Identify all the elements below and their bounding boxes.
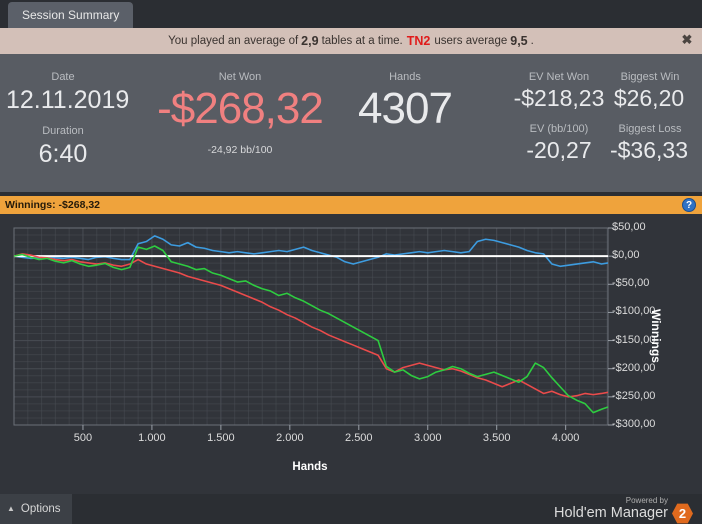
hands-label: Hands — [389, 71, 421, 83]
biggest-loss-label: Biggest Loss — [618, 123, 682, 135]
y-tick-label: -$300,00 — [612, 418, 656, 430]
winnings-title-bar: Winnings: -$268,32 ? — [0, 196, 702, 214]
notice-site-suffix: users average — [434, 35, 508, 47]
x-tick-label: 3.000 — [413, 432, 442, 444]
y-tick-label: -$100,00 — [612, 305, 656, 318]
tab-session-summary[interactable]: Session Summary — [8, 2, 134, 28]
footer-bar: ▲ Options Powered by Hold'em Manager 2 — [0, 494, 702, 524]
tab-bar: Session Summary — [0, 0, 702, 28]
net-won-label: Net Won — [218, 71, 262, 83]
brand-block: Powered by Hold'em Manager 2 — [526, 495, 696, 524]
ev-net-won-value: -$218,23 — [513, 85, 605, 111]
notice-tables-average: 2,9 — [301, 34, 319, 48]
stats-panel: Date 12.11.2019 Duration 6:40 Net Won -$… — [0, 54, 702, 192]
y-tick-label: $50,00 — [612, 221, 646, 233]
options-label: Options — [20, 503, 61, 515]
notice-prefix: You played an average of — [168, 35, 299, 47]
y-tick-label: -$50,00 — [612, 277, 650, 290]
winnings-chart[interactable]: $50,00 $0,00 -$50,00 -$100,00 -$150,00 -$200,… — [0, 214, 702, 494]
x-tick-label: 2.000 — [276, 432, 304, 444]
biggest-win-label: Biggest Win — [620, 71, 680, 83]
notice-middle: tables at a time. — [321, 35, 403, 47]
chart-plot — [13, 227, 614, 430]
notice-site-name: TN2 — [406, 34, 431, 48]
x-tick-label: 3.500 — [482, 432, 511, 444]
notice-period: . — [530, 35, 534, 47]
x-tick-label: 1.500 — [207, 432, 235, 444]
y-tick-label: -$250,00 — [612, 389, 656, 402]
duration-label: Duration — [42, 125, 84, 137]
biggest-loss-value: -$36,33 — [609, 137, 688, 163]
powered-by-label: Powered by — [625, 496, 668, 505]
notice-site-average: 9,5 — [510, 34, 528, 48]
holdem-manager-badge-icon: 2 — [672, 503, 693, 524]
brand-name-label: Hold'em Manager — [554, 505, 668, 521]
x-tick-label: 1.000 — [138, 432, 166, 444]
tab-label: Session Summary — [22, 8, 120, 22]
y-tick-label: -$150,00 — [612, 333, 656, 346]
x-tick-label: 2.500 — [345, 432, 373, 444]
winnings-title: Winnings: -$268,32 — [5, 199, 101, 211]
y-tick-label: -$200,00 — [612, 361, 656, 374]
ev-bb100-label: EV (bb/100) — [529, 123, 589, 135]
options-button[interactable]: ▲ Options — [0, 494, 72, 524]
date-label: Date — [51, 71, 75, 83]
x-axis-title: Hands — [292, 461, 328, 473]
ev-net-won-label: EV Net Won — [528, 71, 590, 83]
biggest-win-value: $26,20 — [613, 85, 685, 111]
x-tick-label: 4.000 — [551, 432, 580, 444]
y-tick-label: $0,00 — [612, 249, 640, 262]
chevron-up-icon: ▲ — [7, 504, 15, 513]
net-won-bb100: -24,92 bb/100 — [207, 144, 273, 156]
y-axis-title: Winnings — [649, 309, 663, 363]
help-icon[interactable]: ? — [682, 198, 696, 212]
close-icon[interactable]: ✖ — [681, 32, 693, 47]
ev-bb100-value: -20,27 — [526, 137, 592, 163]
hands-value: 4307 — [358, 84, 453, 133]
net-won-value: -$268,32 — [157, 84, 324, 133]
duration-value: 6:40 — [38, 140, 88, 168]
x-tick-label: 500 — [73, 432, 93, 444]
notification-banner: You played an average of 2,9 tables at a… — [0, 28, 702, 54]
date-value: 12.11.2019 — [6, 86, 130, 114]
